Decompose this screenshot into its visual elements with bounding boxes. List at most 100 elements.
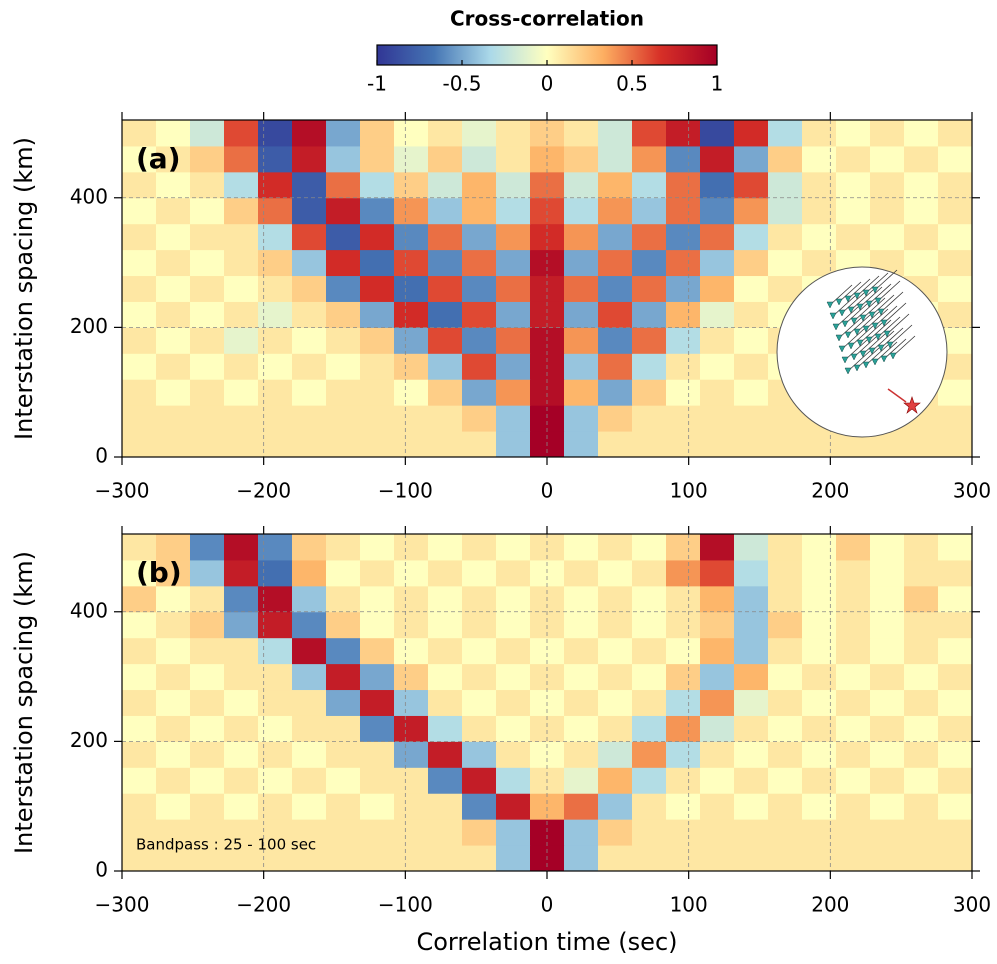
inset-station <box>880 319 888 327</box>
heatmap-cell <box>938 845 973 872</box>
heatmap-cell <box>632 793 667 820</box>
heatmap-cell <box>462 197 497 225</box>
heatmap-cell <box>462 275 497 302</box>
heatmap-cell <box>122 767 157 794</box>
heatmap-cell <box>224 819 259 846</box>
heatmap-cell <box>632 767 667 794</box>
heatmap-cell <box>122 637 157 665</box>
heatmap-cell <box>394 327 429 354</box>
heatmap-cell <box>258 249 293 277</box>
heatmap-cell <box>428 327 463 354</box>
heatmap-cell <box>632 120 667 147</box>
heatmap-cell <box>836 145 871 173</box>
heatmap-cell <box>156 353 191 380</box>
heatmap-cell <box>122 715 157 742</box>
heatmap-cell <box>734 637 769 665</box>
heatmap-cell <box>122 663 157 691</box>
inset-station <box>862 361 870 369</box>
heatmap-cell <box>156 715 191 742</box>
heatmap-cell <box>258 663 293 691</box>
heatmap-cell <box>156 275 191 302</box>
heatmap-cell <box>700 559 735 587</box>
heatmap-cell <box>564 120 599 147</box>
heatmap-cell <box>598 793 633 820</box>
heatmap-cell <box>190 611 225 639</box>
heatmap-cell <box>156 689 191 716</box>
annotation: Bandpass : 25 - 100 sec <box>136 836 316 854</box>
inset-path <box>859 286 883 308</box>
heatmap-cell <box>428 301 463 328</box>
heatmap-cell <box>870 559 905 587</box>
heatmap-cell <box>326 585 361 613</box>
heatmap-cell <box>258 275 293 302</box>
heatmap-cell <box>870 637 905 665</box>
heatmap-cell <box>632 431 667 458</box>
heatmap-cell <box>768 741 803 768</box>
heatmap-cell <box>632 197 667 225</box>
heatmap-cell <box>496 715 531 742</box>
inset-station <box>841 356 849 364</box>
heatmap-cell <box>564 767 599 794</box>
heatmap-cell <box>292 559 327 587</box>
heatmap-cell <box>326 301 361 328</box>
inset-station <box>835 334 843 342</box>
heatmap-cell <box>768 223 803 251</box>
heatmap-cell <box>904 637 939 665</box>
heatmap-cell <box>564 327 599 354</box>
heatmap-cell <box>666 663 701 691</box>
heatmap-cell <box>836 689 871 716</box>
inset-path <box>871 330 895 352</box>
heatmap-cell <box>224 353 259 380</box>
heatmap-cell <box>904 689 939 716</box>
heatmap-cell <box>870 223 905 251</box>
heatmap-cell <box>258 637 293 665</box>
heatmap-cell <box>870 767 905 794</box>
heatmap-cell <box>360 559 395 587</box>
y-tick-label: 0 <box>95 444 108 468</box>
heatmap-cell <box>938 405 973 432</box>
heatmap-cell <box>870 689 905 716</box>
heatmap-cell <box>768 534 803 561</box>
heatmap-cell <box>598 611 633 639</box>
heatmap-cell <box>258 327 293 354</box>
heatmap-cell <box>394 353 429 380</box>
heatmap-cell <box>122 249 157 277</box>
heatmap-cell <box>292 223 327 251</box>
inset-path <box>865 344 889 366</box>
heatmap-cell <box>428 431 463 458</box>
heatmap-cell <box>496 431 531 458</box>
heatmap-cell <box>394 637 429 665</box>
heatmap-cell <box>394 431 429 458</box>
inset-station <box>847 342 855 350</box>
heatmap-cell <box>428 637 463 665</box>
heatmap-cell <box>632 637 667 665</box>
heatmap-cell <box>904 197 939 225</box>
heatmap-cell <box>734 585 769 613</box>
x-tick-label: 100 <box>670 479 708 503</box>
inset-path <box>841 328 865 350</box>
y-tick-label: 200 <box>70 314 108 338</box>
inset-station <box>871 322 879 330</box>
heatmap-cell <box>564 405 599 432</box>
heatmap-cell <box>938 120 973 147</box>
heatmap-cell <box>326 637 361 665</box>
y-axis-label: Interstation spacing (km) <box>10 551 38 854</box>
heatmap-cell <box>462 379 497 406</box>
heatmap-cell <box>292 431 327 458</box>
heatmap-cell <box>802 741 837 768</box>
heatmap-cell <box>666 120 701 147</box>
heatmap-cell <box>326 741 361 768</box>
heatmap-cell <box>768 405 803 432</box>
heatmap-cell <box>768 715 803 742</box>
inset-star <box>903 396 921 414</box>
heatmap-cell <box>768 793 803 820</box>
heatmap-cell <box>904 171 939 199</box>
inset-station <box>871 286 879 294</box>
heatmap-cell <box>122 223 157 251</box>
inset-path <box>838 281 862 303</box>
heatmap-cell <box>938 637 973 665</box>
x-axis-label: Correlation time (sec) <box>416 928 677 956</box>
x-tick-label: 300 <box>953 479 991 503</box>
heatmap-cell <box>394 534 429 561</box>
heatmap-cell <box>768 249 803 277</box>
